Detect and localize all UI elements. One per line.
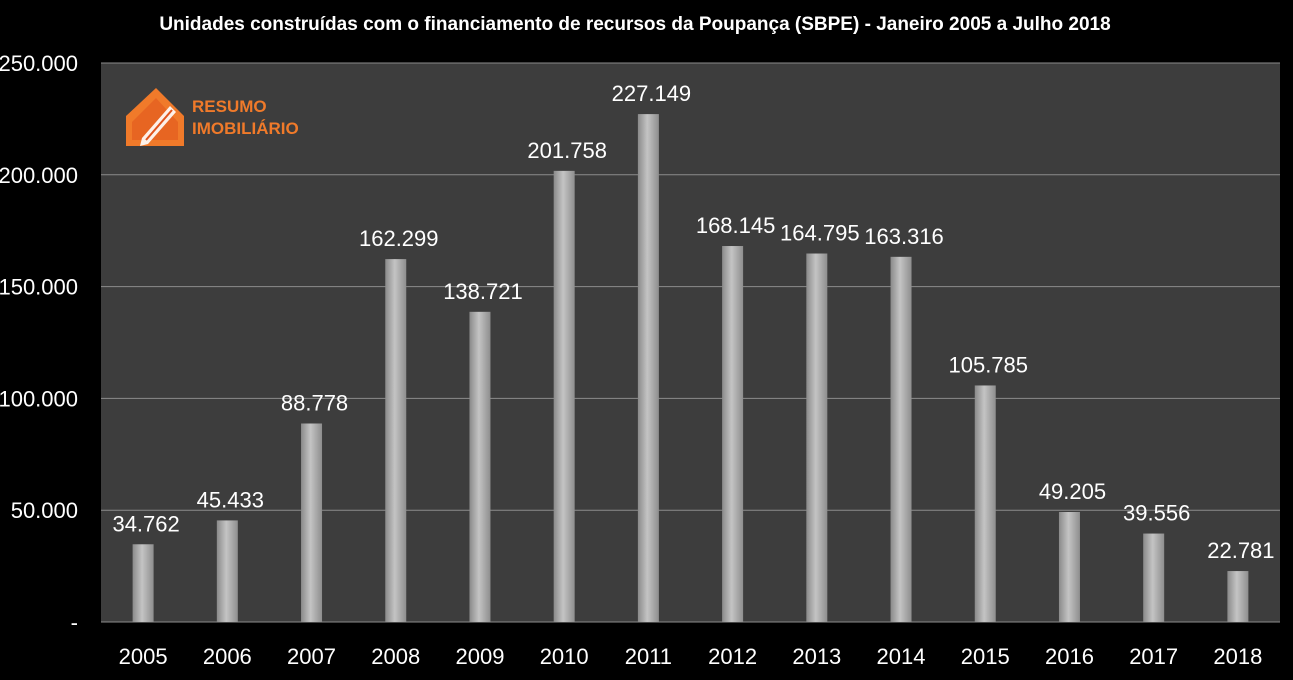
data-label: 163.316	[864, 224, 944, 249]
plot-area	[101, 63, 1280, 622]
chart-title: Unidades construídas com o financiamento…	[159, 14, 1111, 35]
bar	[806, 253, 828, 623]
x-tick-label: 2015	[961, 644, 1010, 669]
x-tick-label: 2008	[371, 644, 420, 669]
bar	[1143, 533, 1165, 622]
logo-text-line2: IMOBILIÁRIO	[192, 119, 299, 138]
bar	[890, 256, 912, 622]
data-label: 105.785	[948, 352, 1028, 377]
x-tick-label: 2010	[540, 644, 589, 669]
x-axis-ticks: 2005 2006 2007 2008 2009 2010 2011 2012 2013 2014…	[119, 644, 1263, 669]
bar	[385, 259, 407, 622]
data-label: 88.778	[281, 390, 348, 415]
y-tick-label: 250.000	[0, 51, 78, 76]
x-tick-label: 2013	[792, 644, 841, 669]
bar	[637, 114, 659, 622]
x-tick-label: 2018	[1213, 644, 1262, 669]
data-label: 162.299	[359, 226, 439, 251]
data-label: 39.556	[1123, 501, 1190, 526]
y-axis-ticks: - 50.000 100.000 150.000 200.000 250.000	[0, 51, 78, 635]
bar	[1058, 511, 1080, 622]
x-tick-label: 2006	[203, 644, 252, 669]
x-tick-label: 2009	[455, 644, 504, 669]
data-label: 138.721	[443, 279, 523, 304]
x-tick-label: 2012	[708, 644, 757, 669]
y-tick-label: 200.000	[0, 163, 78, 188]
bar	[722, 246, 744, 623]
data-label: 227.149	[612, 81, 692, 106]
data-label: 164.795	[780, 221, 860, 246]
y-tick-label: 50.000	[11, 498, 78, 523]
x-tick-label: 2017	[1129, 644, 1178, 669]
x-tick-label: 2011	[625, 644, 672, 669]
bar	[216, 520, 238, 622]
data-label: 22.781	[1207, 538, 1274, 563]
data-label: 201.758	[527, 138, 607, 163]
y-tick-label: 150.000	[0, 275, 78, 300]
gridlines	[101, 62, 1280, 623]
bar	[1227, 571, 1249, 622]
data-labels: 34.762 45.433 88.778 162.299 138.721 201.758 2…	[112, 81, 1274, 563]
logo-text-line1: RESUMO	[192, 97, 267, 116]
y-tick-label: -	[71, 610, 78, 635]
bar	[469, 311, 491, 622]
bars	[132, 114, 1249, 623]
bar	[553, 170, 575, 622]
x-tick-label: 2016	[1045, 644, 1094, 669]
data-label: 34.762	[112, 511, 179, 536]
data-label: 49.205	[1039, 479, 1106, 504]
data-label: 168.145	[696, 213, 776, 238]
data-label: 45.433	[197, 487, 264, 512]
bar	[974, 385, 996, 622]
x-tick-label: 2007	[287, 644, 336, 669]
bar	[132, 544, 154, 622]
x-tick-label: 2014	[877, 644, 926, 669]
logo: RESUMO IMOBILIÁRIO	[126, 88, 299, 146]
y-tick-label: 100.000	[0, 386, 78, 411]
bar	[301, 423, 323, 622]
x-tick-label: 2005	[119, 644, 168, 669]
